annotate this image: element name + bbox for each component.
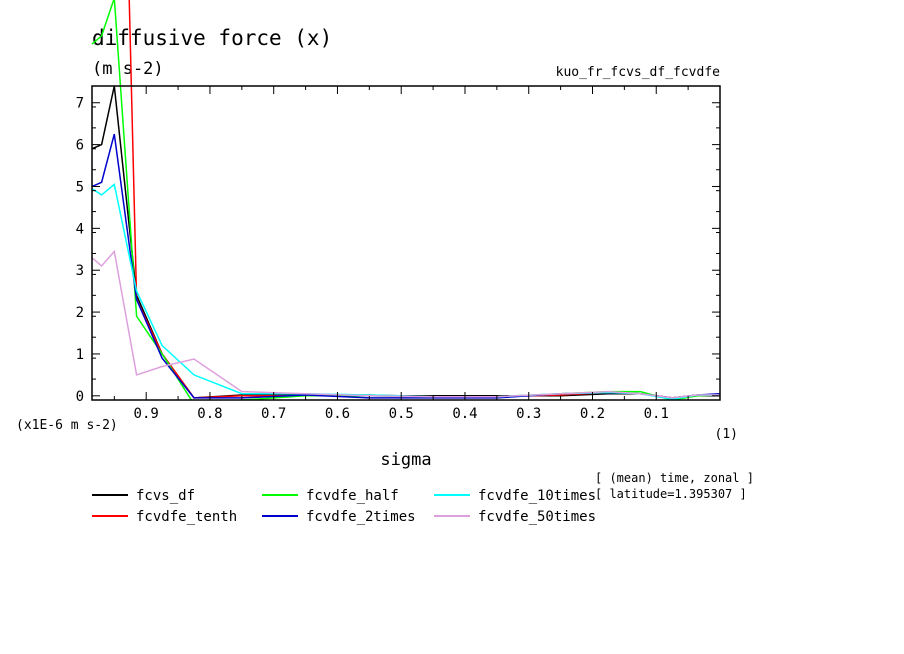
legend-label-fcvdfe_half: fcvdfe_half (306, 488, 399, 504)
series-layer (91, 0, 720, 400)
y-tick-label: 7 (76, 96, 84, 112)
legend: fcvs_df fcvdfe_tenth fcvdfe_half fcvdfe_2ti… (92, 488, 596, 525)
series-line-fcvdfe_50times (91, 249, 720, 399)
x-tick-label: 0.5 (389, 406, 414, 422)
y-tick-label: 3 (76, 263, 84, 279)
annotation-line-2: [ latitude=1.395307 ] (595, 487, 747, 501)
series-line-fcvdfe_half (91, 0, 720, 400)
x-tick-label: 0.8 (197, 406, 222, 422)
x-tick-label: 0.7 (261, 406, 286, 422)
chart-title: diffusive force (x) (92, 26, 332, 50)
axis-ticks: 0 1 2 3 4 5 6 7 0.9 0.8 0.7 0.6 0.5 0.4 0.3 0.2 0.1 (76, 85, 720, 422)
y-tick-label: 6 (76, 138, 84, 154)
x-tick-label: 0.3 (516, 406, 541, 422)
x-tick-label: 0.1 (644, 406, 669, 422)
x-tick-label: 0.6 (325, 406, 350, 422)
series-line-fcvs_df (91, 85, 720, 399)
series-line-fcvdfe_2times (91, 133, 720, 399)
y-tick-label: 5 (76, 179, 84, 195)
legend-label-fcvdfe_10times: fcvdfe_10times (478, 488, 596, 504)
series-line-fcvdfe_tenth (128, 0, 720, 399)
y-tick-label: 4 (76, 221, 84, 237)
legend-label-fcvs_df: fcvs_df (136, 488, 195, 504)
y-scale-label: (x1E-6 m s-2) (16, 418, 118, 433)
x-axis-label: sigma (380, 450, 431, 470)
x-tick-label: 0.4 (452, 406, 477, 422)
annotation-line-1: [ (mean) time, zonal ] (595, 471, 754, 485)
y-tick-label: 2 (76, 305, 84, 321)
legend-label-fcvdfe_tenth: fcvdfe_tenth (136, 509, 237, 525)
legend-label-fcvdfe_2times: fcvdfe_2times (306, 509, 416, 525)
x-unit-label: (1) (715, 427, 738, 442)
x-tick-label: 0.2 (580, 406, 605, 422)
plot-frame (91, 85, 721, 401)
y-tick-label: 0 (76, 389, 84, 405)
dataset-label: kuo_fr_fcvs_df_fcvdfe (556, 65, 721, 80)
x-tick-label: 0.9 (134, 406, 159, 422)
legend-label-fcvdfe_50times: fcvdfe_50times (478, 509, 596, 525)
series-line-fcvdfe_10times (91, 183, 720, 400)
y-tick-label: 1 (76, 347, 84, 363)
chart-units: (m s-2) (92, 59, 164, 79)
